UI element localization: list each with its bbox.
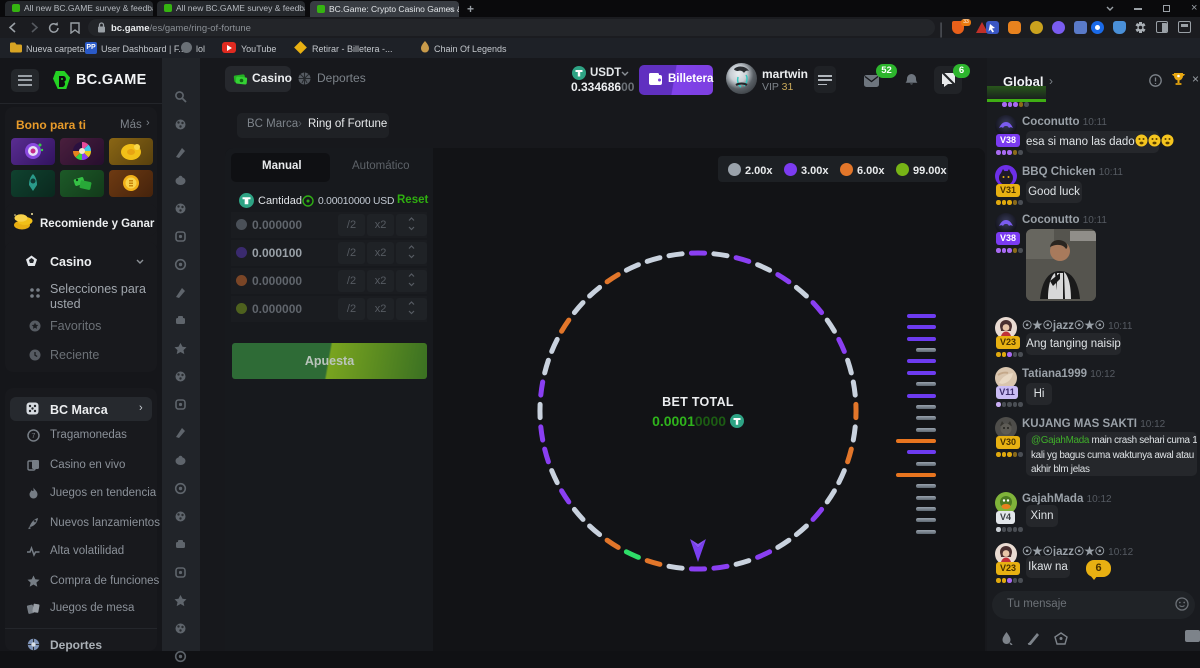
svg-text:7: 7 xyxy=(32,433,36,440)
